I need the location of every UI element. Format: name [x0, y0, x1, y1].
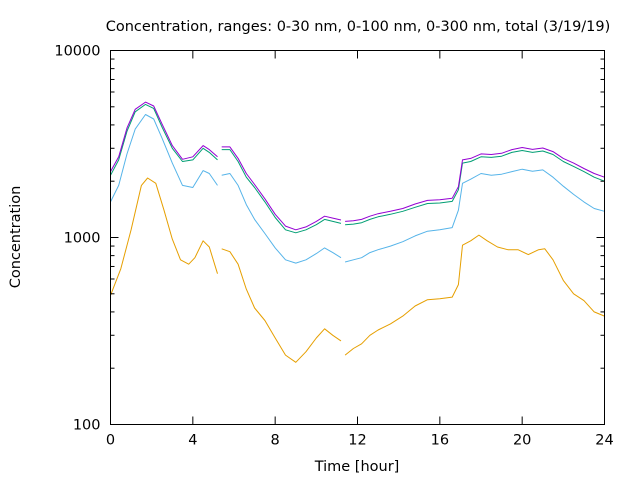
y-tick-label: 10000 — [54, 44, 100, 60]
x-tick-label: 16 — [431, 433, 449, 449]
series-3 — [110, 103, 605, 234]
series-1-line-segment-3 — [344, 234, 605, 356]
x-tick-label: 20 — [513, 433, 531, 449]
series-2-line-segment-2 — [221, 173, 342, 264]
series-3-line-segment-2 — [221, 149, 342, 234]
series-3-line-segment-3 — [345, 150, 605, 226]
chart-title: Concentration, ranges: 0-30 nm, 0-100 nm… — [106, 19, 611, 35]
x-axis-label: Time [hour] — [314, 459, 400, 475]
series-4-line-segment-3 — [345, 147, 605, 222]
series-2-line-segment-1 — [110, 114, 218, 203]
x-tick-label: 0 — [106, 433, 115, 449]
x-tick-label: 4 — [188, 433, 197, 449]
series-1 — [110, 177, 605, 363]
series-2 — [110, 114, 605, 264]
y-axis-label: Concentration — [8, 186, 24, 289]
plot-frame — [110, 50, 605, 425]
series-2-line-segment-3 — [344, 168, 605, 263]
axes-layer: 0 4 8 12 16 20 24 100 1000 10000 — [54, 44, 613, 449]
y-tick-label: 1000 — [64, 231, 101, 247]
series-4 — [110, 101, 605, 231]
series-1-line-segment-1 — [110, 177, 218, 296]
series-4-line-segment-1 — [110, 101, 218, 172]
x-tick-label: 12 — [348, 433, 366, 449]
x-tick-label: 24 — [595, 433, 613, 449]
y-tick-label: 100 — [73, 418, 101, 434]
series-1-line-segment-2 — [221, 248, 342, 363]
series-3-line-segment-1 — [110, 103, 218, 176]
series-4-line-segment-2 — [221, 146, 342, 231]
x-tick-label: 8 — [271, 433, 280, 449]
series-layer — [110, 101, 605, 363]
